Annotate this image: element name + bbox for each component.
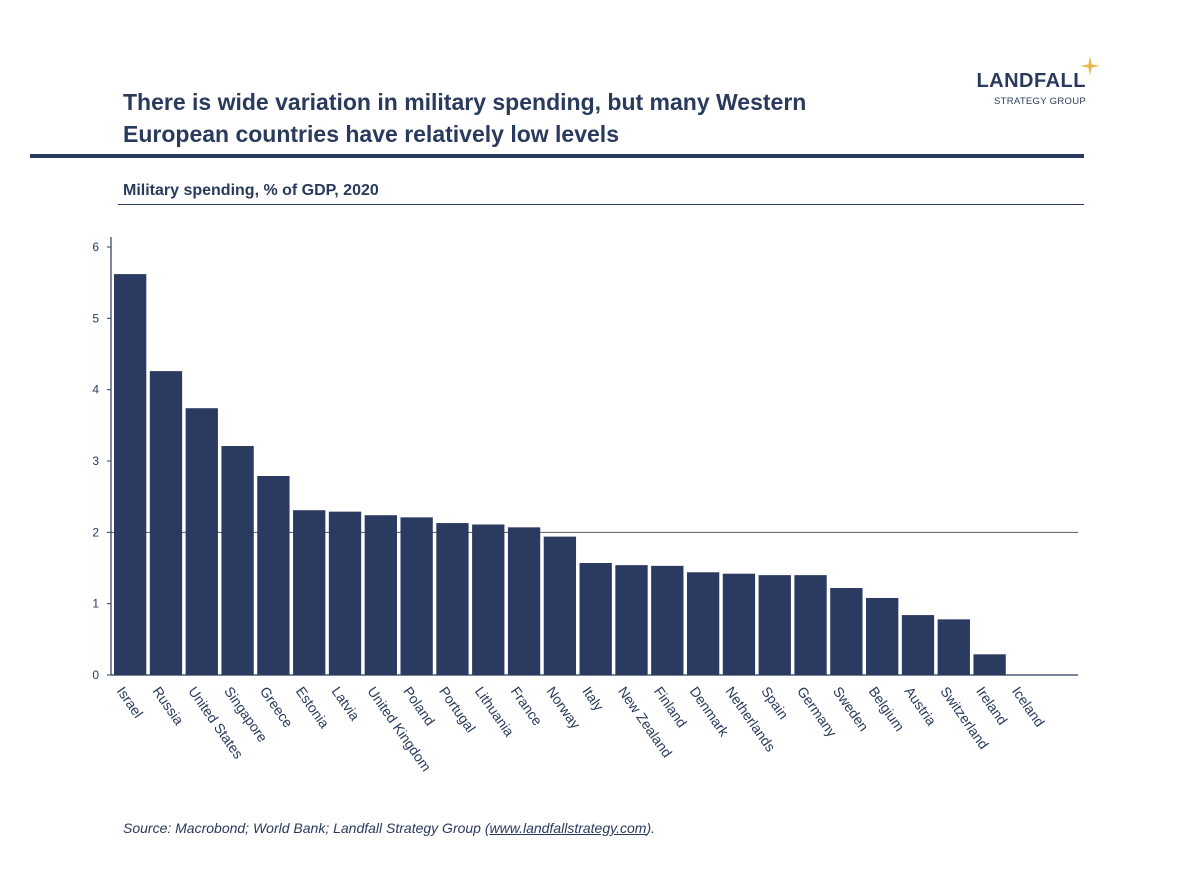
x-tick-label: Austria [902,684,940,729]
x-tick-label: Iceland [1009,684,1048,730]
bar-united-kingdom [364,515,397,675]
logo-subtitle: STRATEGY GROUP [993,96,1086,107]
x-tick-label: Russia [150,684,188,728]
x-tick-label: Poland [400,684,438,729]
y-tick-label: 2 [92,525,99,539]
x-tick-label: Spain [758,684,792,723]
y-tick-label: 6 [92,240,99,254]
y-tick-label: 1 [92,597,99,611]
bar-austria [901,615,935,675]
bar-belgium [866,597,899,675]
x-tick-label: Latvia [329,684,364,724]
source-note: Source: Macrobond; World Bank; Landfall … [123,820,655,836]
y-tick-label: 4 [92,383,99,397]
bar-russia [149,371,183,675]
bar-france [507,527,541,675]
y-tick-label: 0 [92,668,99,682]
bar-finland [651,565,684,675]
x-tick-label: Estonia [293,684,333,732]
bar-spain [758,575,791,675]
x-tick-label: France [508,684,546,729]
source-suffix: ). [646,820,655,836]
header-divider [30,154,1084,158]
bar-ireland [973,654,1006,675]
y-tick-label: 3 [92,454,99,468]
chart-title: There is wide variation in military spen… [123,89,807,147]
bar-netherlands [722,573,756,675]
bar-poland [400,517,433,675]
bar-singapore [221,446,254,675]
bar-germany [794,575,827,675]
bar-switzerland [937,619,970,675]
bar-estonia [293,510,326,675]
logo-wordmark: LANDFALL [976,70,1086,92]
bar-italy [579,563,612,675]
x-tick-label: Ireland [973,684,1011,728]
bar-new-zealand [615,565,648,675]
x-tick-label: Norway [543,684,583,732]
bar-norway [543,536,577,675]
source-link[interactable]: www.landfallstrategy.com [489,820,647,836]
bar-latvia [328,511,362,675]
x-tick-label: Israel [114,684,147,721]
bar-united-states [185,408,218,675]
bar-sweden [830,587,863,675]
landfall-logo: LANDFALL STRATEGY GROUP [968,56,1100,110]
x-tick-label: Belgium [866,684,908,735]
x-tick-label: Italy [579,684,607,714]
y-tick-label: 5 [92,311,99,325]
bar-lithuania [472,524,505,675]
x-tick-label: United Kingdom [364,684,434,775]
bar-denmark [686,572,720,675]
sparkle-star-icon [1080,56,1100,76]
bar-israel [114,274,147,675]
bar-portugal [436,523,469,675]
bar-greece [257,475,290,675]
source-text: Source: Macrobond; World Bank; Landfall … [123,820,490,836]
subtitle-divider [118,204,1084,205]
chart-subtitle: Military spending, % of GDP, 2020 [123,182,379,199]
